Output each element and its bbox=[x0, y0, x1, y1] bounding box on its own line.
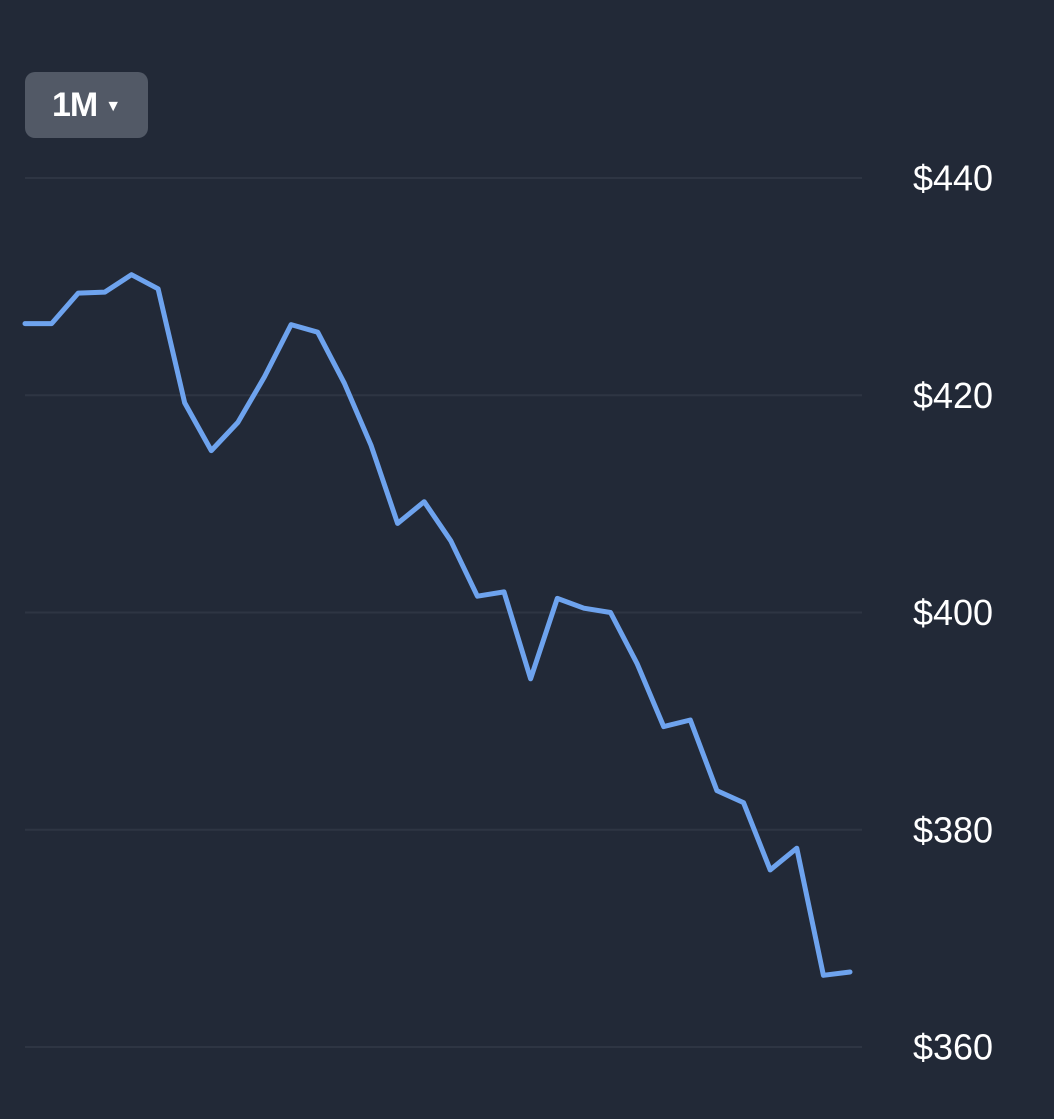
range-selector-label: 1M bbox=[51, 85, 98, 124]
series-layer bbox=[22, 272, 853, 978]
y-tick-label: $360 bbox=[913, 1027, 993, 1068]
y-tick-label: $400 bbox=[913, 592, 993, 633]
y-tick-label: $420 bbox=[913, 375, 993, 416]
price-series-line bbox=[22, 272, 853, 978]
range-selector-button[interactable]: 1M ▼ bbox=[25, 72, 148, 138]
grid-lines bbox=[25, 177, 862, 1048]
caret-down-icon: ▼ bbox=[105, 97, 122, 115]
y-axis-tick-labels: $440 $420 $400 $380 $360 bbox=[913, 158, 993, 1068]
y-tick-label: $440 bbox=[913, 158, 993, 199]
y-tick-label: $380 bbox=[913, 809, 993, 850]
